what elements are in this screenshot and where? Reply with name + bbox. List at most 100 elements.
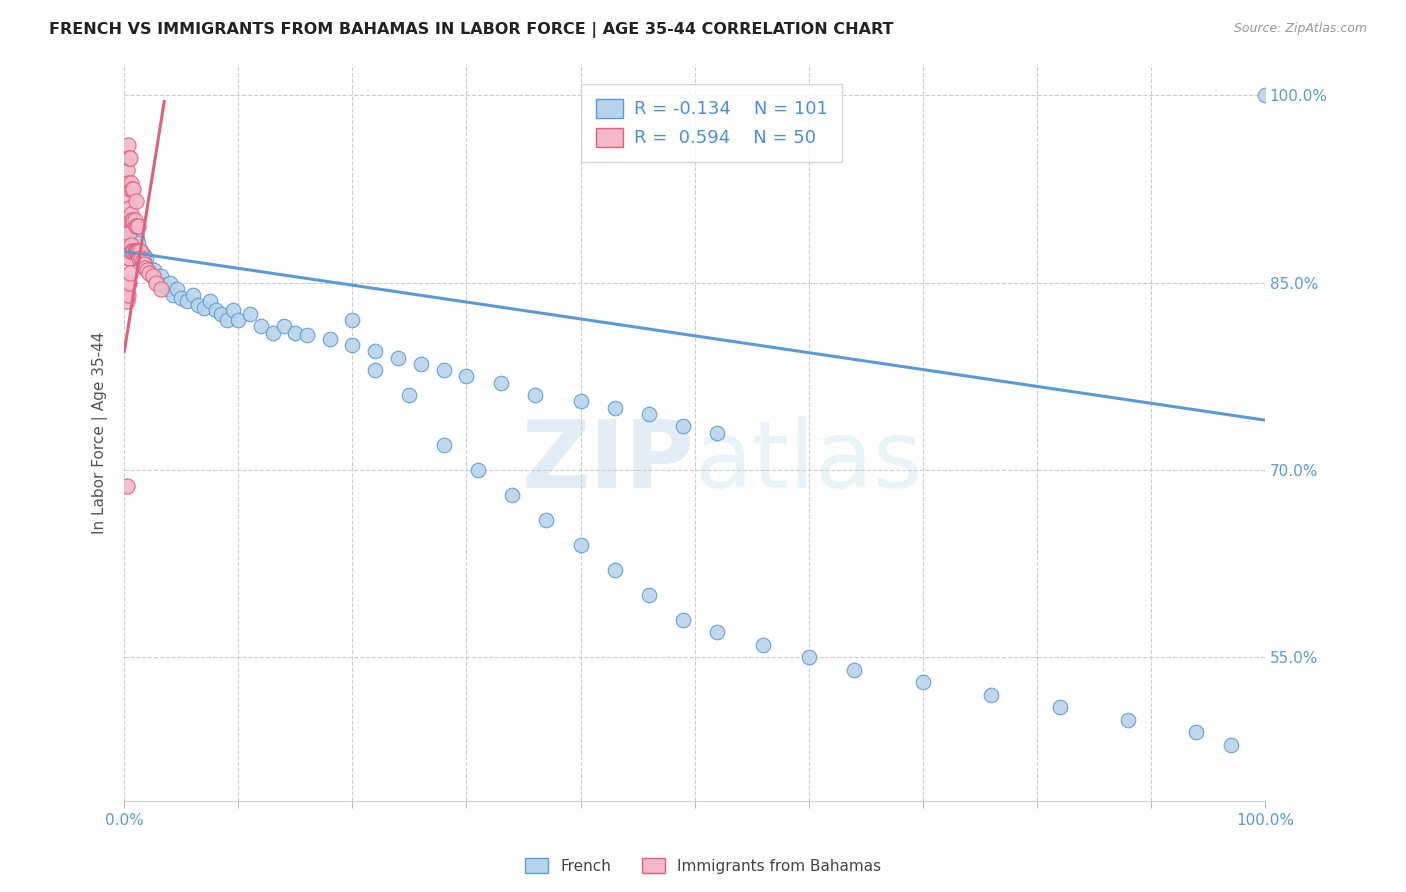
Point — [141, 269, 163, 284]
Point — [115, 238, 138, 252]
Text: atlas: atlas — [695, 416, 922, 508]
Point — [118, 151, 141, 165]
Point — [118, 213, 141, 227]
Point — [131, 244, 153, 259]
Point — [117, 251, 139, 265]
Point — [176, 294, 198, 309]
Point — [911, 675, 934, 690]
Point — [215, 313, 238, 327]
Legend: R = -0.134    N = 101, R =  0.594    N = 50: R = -0.134 N = 101, R = 0.594 N = 50 — [581, 84, 842, 161]
Point — [342, 338, 364, 352]
Point — [118, 266, 141, 280]
Point — [118, 276, 141, 290]
Point — [127, 244, 149, 259]
Point — [121, 244, 143, 259]
Point — [193, 301, 215, 315]
Point — [170, 291, 193, 305]
Point — [295, 328, 318, 343]
Point — [752, 638, 775, 652]
Point — [118, 219, 141, 234]
Point — [284, 326, 307, 340]
Point — [122, 182, 145, 196]
Point — [129, 251, 152, 265]
Point — [124, 223, 146, 237]
Point — [125, 232, 148, 246]
Point — [364, 344, 387, 359]
Point — [398, 388, 420, 402]
Point — [181, 288, 204, 302]
Y-axis label: In Labor Force | Age 35-44: In Labor Force | Age 35-44 — [93, 332, 108, 533]
Point — [124, 244, 146, 259]
Point — [125, 241, 148, 255]
Point — [134, 257, 156, 271]
Text: FRENCH VS IMMIGRANTS FROM BAHAMAS IN LABOR FORCE | AGE 35-44 CORRELATION CHART: FRENCH VS IMMIGRANTS FROM BAHAMAS IN LAB… — [49, 22, 894, 38]
Point — [638, 588, 661, 602]
Point — [239, 307, 262, 321]
Text: Source: ZipAtlas.com: Source: ZipAtlas.com — [1233, 22, 1367, 36]
Point — [342, 313, 364, 327]
Point — [569, 538, 592, 552]
Point — [118, 151, 141, 165]
Point — [797, 650, 820, 665]
Point — [364, 363, 387, 377]
Point — [121, 241, 143, 255]
Point — [273, 319, 295, 334]
Point — [127, 235, 149, 250]
Point — [122, 244, 145, 259]
Point — [467, 463, 489, 477]
Point — [262, 326, 284, 340]
Point — [121, 182, 143, 196]
Point — [122, 238, 145, 252]
Point — [128, 251, 150, 265]
Point — [209, 307, 232, 321]
Point — [149, 269, 172, 284]
Point — [129, 244, 152, 259]
Point — [433, 438, 456, 452]
Point — [228, 313, 250, 327]
Point — [120, 238, 142, 252]
Point — [117, 138, 139, 153]
Point — [118, 182, 141, 196]
Point — [118, 226, 141, 240]
Point — [124, 213, 146, 227]
Point — [125, 251, 148, 265]
Point — [672, 613, 695, 627]
Point — [128, 244, 150, 259]
Point — [120, 176, 142, 190]
Point — [120, 226, 142, 240]
Point — [120, 238, 142, 252]
Point — [501, 488, 523, 502]
Point — [166, 282, 188, 296]
Point — [122, 213, 145, 227]
Point — [536, 513, 558, 527]
Point — [125, 219, 148, 234]
Point — [980, 688, 1002, 702]
Point — [148, 276, 170, 290]
Point — [117, 288, 139, 302]
Point — [569, 394, 592, 409]
Point — [117, 213, 139, 227]
Point — [603, 563, 626, 577]
Point — [138, 266, 160, 280]
Point — [117, 226, 139, 240]
Point — [115, 238, 138, 252]
Point — [118, 251, 141, 265]
Point — [122, 251, 145, 265]
Point — [250, 319, 273, 334]
Point — [134, 260, 156, 275]
Point — [114, 288, 136, 302]
Point — [409, 357, 432, 371]
Point — [124, 244, 146, 259]
Point — [121, 228, 143, 243]
Point — [204, 303, 226, 318]
Point — [121, 251, 143, 265]
Point — [1116, 713, 1139, 727]
Point — [121, 213, 143, 227]
Point — [221, 303, 243, 318]
Point — [1254, 88, 1277, 103]
Point — [844, 663, 866, 677]
Point — [131, 251, 153, 265]
Point — [127, 251, 149, 265]
Point — [153, 278, 176, 293]
Point — [142, 263, 165, 277]
